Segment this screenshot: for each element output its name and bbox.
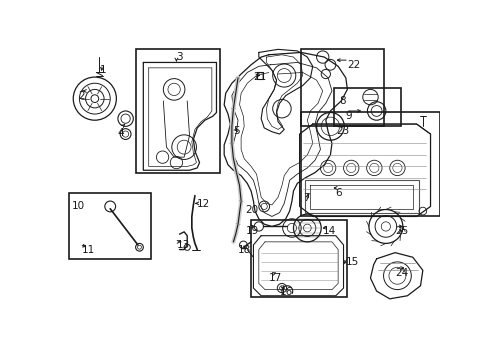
Bar: [305, 180, 419, 213]
Bar: [251, 220, 347, 297]
Text: 5: 5: [233, 126, 240, 136]
Text: 21: 21: [253, 72, 267, 82]
Text: 25: 25: [395, 226, 408, 237]
Text: 19: 19: [245, 226, 259, 237]
Bar: [136, 49, 220, 172]
Text: 23: 23: [336, 126, 349, 136]
Text: 12: 12: [197, 199, 211, 209]
Text: 6: 6: [335, 188, 342, 198]
Text: 9: 9: [346, 111, 352, 121]
Bar: [334, 88, 401, 126]
Text: 17: 17: [269, 273, 282, 283]
Text: 8: 8: [340, 95, 346, 105]
Text: 22: 22: [347, 60, 361, 70]
Text: 20: 20: [245, 205, 259, 215]
Text: 24: 24: [395, 268, 408, 278]
Bar: [301, 49, 384, 126]
Text: 13: 13: [176, 239, 190, 249]
Text: 18: 18: [238, 245, 251, 255]
Bar: [257, 72, 263, 78]
Text: 3: 3: [176, 53, 183, 62]
Text: 10: 10: [72, 201, 85, 211]
Text: 15: 15: [346, 257, 359, 267]
Text: 16: 16: [280, 287, 293, 297]
Bar: [69, 193, 151, 259]
Text: 4: 4: [118, 128, 124, 138]
Bar: [301, 112, 440, 216]
Text: 7: 7: [303, 193, 309, 203]
Text: 1: 1: [99, 65, 106, 75]
Text: 2: 2: [78, 91, 84, 101]
Text: 14: 14: [323, 226, 336, 237]
Text: 11: 11: [82, 245, 95, 255]
